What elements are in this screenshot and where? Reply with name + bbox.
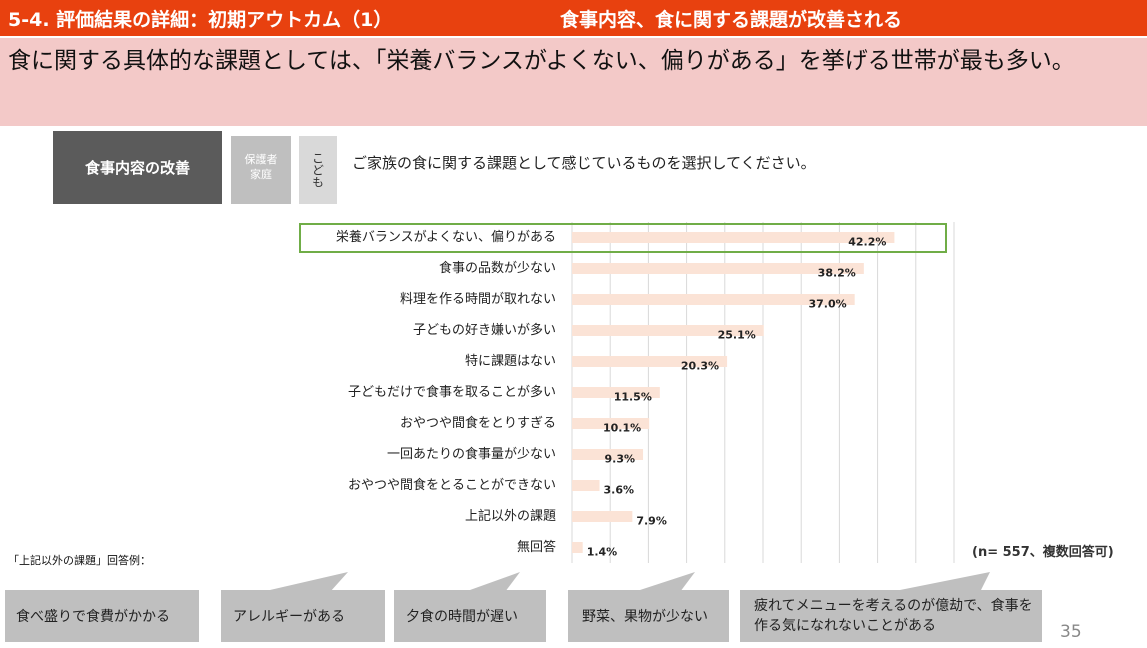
example-text-1: 食べ盛りで食費がかかる xyxy=(16,609,170,625)
category-label: 無回答 xyxy=(517,539,556,555)
example-bubble-1 xyxy=(5,590,199,642)
highlight-box xyxy=(299,223,947,253)
data-label: 37.0% xyxy=(809,298,847,311)
lead-text: 食に関する具体的な課題としては、「栄養バランスがよくない、偏りがある」を挙げる世… xyxy=(8,48,1075,74)
example-bubble-3 xyxy=(394,590,546,642)
data-label: 25.1% xyxy=(718,329,756,342)
other-issues-heading: 「上記以外の課題」回答例： xyxy=(8,554,151,567)
category-label: 上記以外の課題 xyxy=(465,508,556,524)
bar xyxy=(572,232,895,243)
sample-size-note: (n= 557、複数回答可) xyxy=(972,545,1114,560)
survey-question: ご家族の食に関する課題として感じているものを選択してください。 xyxy=(352,154,816,172)
category-label: 子どもだけで食事を取ることが多い xyxy=(348,384,556,400)
bar xyxy=(572,294,855,305)
example-bubble-4 xyxy=(568,590,729,642)
data-label: 20.3% xyxy=(681,360,719,373)
data-label: 10.1% xyxy=(603,422,641,435)
example-bubble-5 xyxy=(740,590,1042,642)
data-label: 3.6% xyxy=(604,484,635,497)
tag-meal-content: 食事内容の改善 xyxy=(53,131,222,204)
bar xyxy=(572,356,728,367)
bar xyxy=(572,387,660,398)
page-subtitle: 食事内容、食に関する課題が改善される xyxy=(560,9,903,31)
tag-child: こども xyxy=(299,136,337,204)
title-bar: 5-4. 評価結果の詳細：初期アウトカム（1） 食事内容、食に関する課題が改善さ… xyxy=(0,0,1147,36)
category-label: 特に課題はない xyxy=(465,353,556,369)
data-label: 38.2% xyxy=(818,267,856,280)
example-bubble-2 xyxy=(221,590,385,642)
data-label: 7.9% xyxy=(636,515,667,528)
bar xyxy=(572,511,633,522)
category-label: 子どもの好き嫌いが多い xyxy=(413,322,556,338)
category-label: 食事の品数が少ない xyxy=(439,260,556,276)
tag-guardian-household: 保護者 家庭 xyxy=(231,136,291,204)
category-label: 料理を作る時間が取れない xyxy=(400,292,556,307)
page-title: 5-4. 評価結果の詳細：初期アウトカム（1） xyxy=(8,9,393,31)
bar xyxy=(572,480,600,491)
page-number: 35 xyxy=(1060,622,1082,642)
bar xyxy=(572,325,764,336)
category-label: おやつや間食をとることができない xyxy=(348,477,556,493)
data-label: 9.3% xyxy=(605,453,636,466)
tag-guardian-line1: 保護者 xyxy=(244,153,278,166)
bar xyxy=(572,542,583,553)
bar xyxy=(572,449,644,460)
category-label: 一回あたりの食事量が少ない xyxy=(387,446,556,462)
lead-box: 食に関する具体的な課題としては、「栄養バランスがよくない、偏りがある」を挙げる世… xyxy=(0,38,1147,126)
example-text-2: アレルギーがある xyxy=(233,609,345,625)
example-text-5: 疲れてメニューを考えるのが億劫で、食事を作る気になれないことがある xyxy=(754,598,1033,634)
data-label: 1.4% xyxy=(587,546,618,559)
data-label: 42.2% xyxy=(848,236,886,249)
category-label: 栄養バランスがよくない、偏りがある xyxy=(336,229,556,245)
example-text-3: 夕食の時間が遅い xyxy=(406,609,518,625)
category-label: おやつや間食をとりすぎる xyxy=(400,415,556,431)
bar xyxy=(572,263,864,274)
example-text-4: 野菜、果物が少ない xyxy=(582,609,708,625)
tag-guardian-line2: 家庭 xyxy=(250,168,272,181)
tag-child-label: こども xyxy=(310,152,325,188)
data-label: 11.5% xyxy=(614,391,652,404)
bar xyxy=(572,418,650,429)
